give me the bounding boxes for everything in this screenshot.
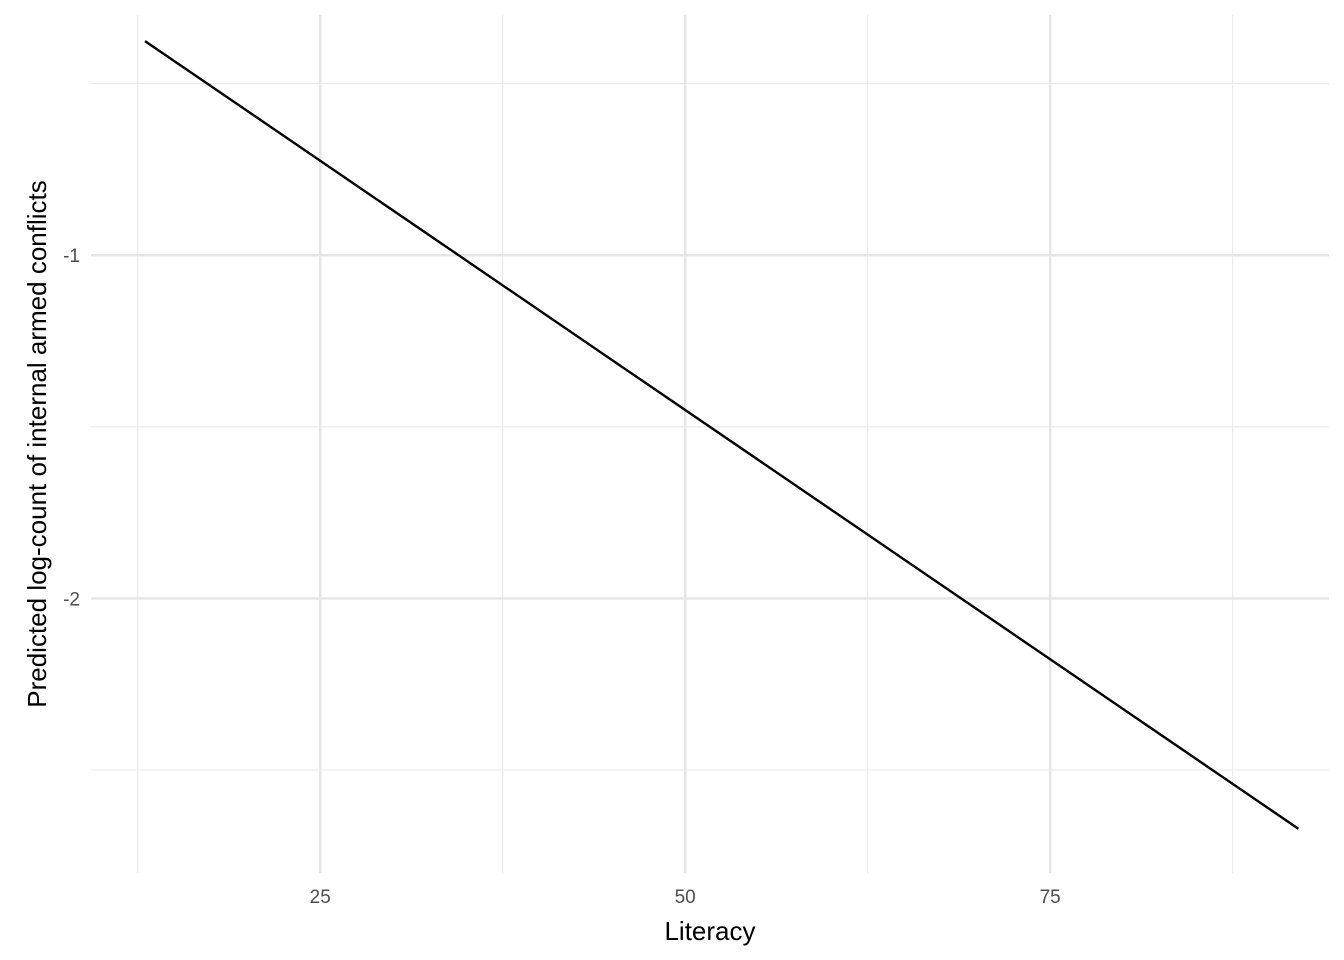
major-gridlines — [91, 15, 1329, 873]
x-axis-title: Literacy — [664, 916, 755, 946]
x-tick-label: 75 — [1040, 887, 1061, 908]
y-axis-tick-labels: -1 -2 — [63, 246, 80, 610]
y-axis-title: Predicted log-count of internal armed co… — [22, 180, 52, 708]
x-tick-label: 25 — [310, 887, 331, 908]
y-tick-label: -1 — [63, 246, 80, 267]
series-line — [144, 40, 1300, 830]
x-axis-tick-labels: 25 50 75 — [310, 887, 1061, 908]
series-layer — [144, 40, 1300, 830]
minor-gridlines — [91, 15, 1329, 873]
x-tick-label: 50 — [675, 887, 696, 908]
y-tick-label: -2 — [63, 589, 80, 610]
